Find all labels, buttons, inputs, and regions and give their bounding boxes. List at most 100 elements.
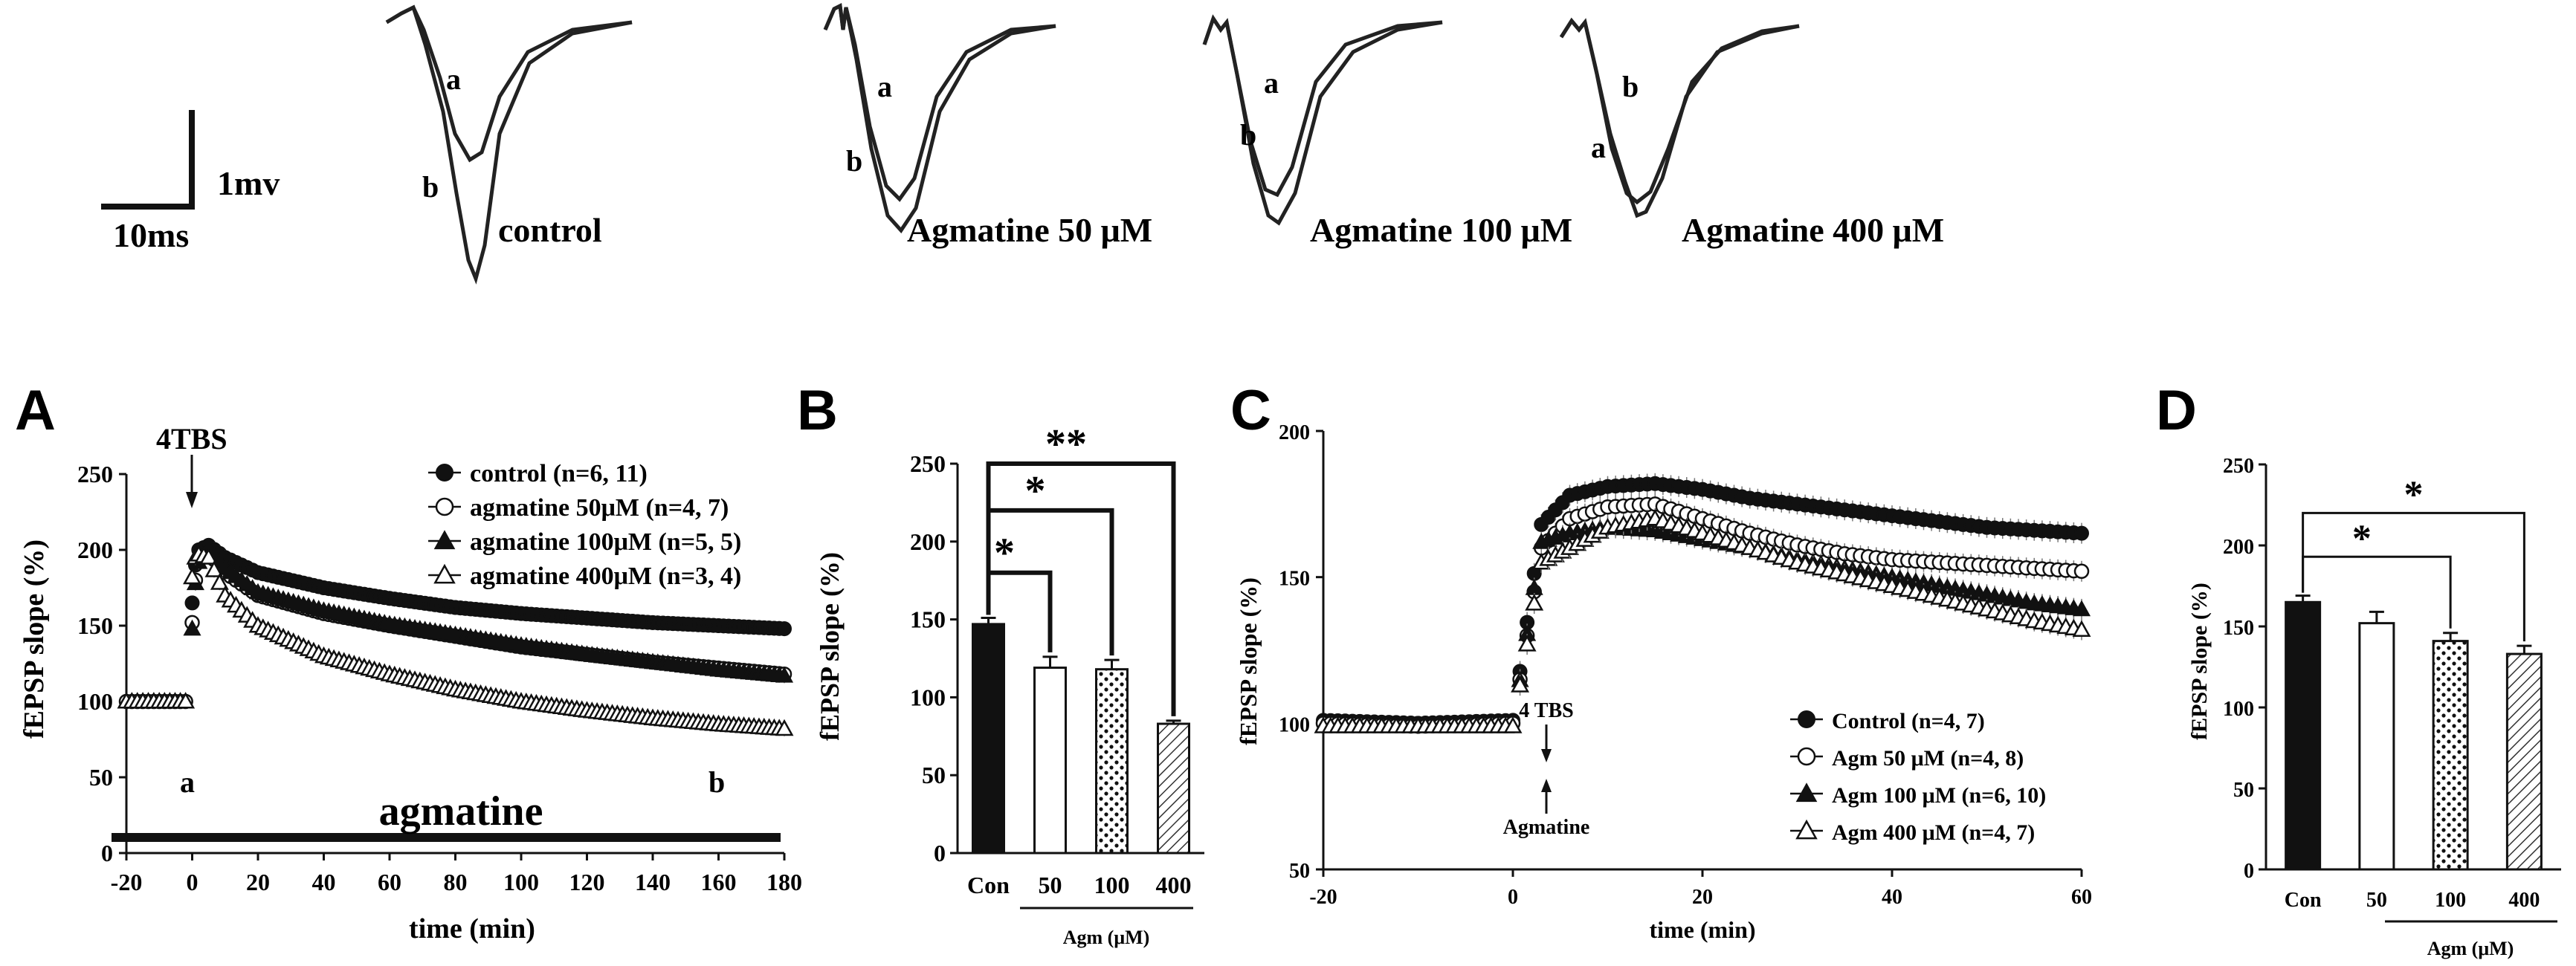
y-tick-label: 150 — [2223, 617, 2254, 640]
panel-a-tbs-arrowhead — [186, 492, 198, 508]
significance-star: * — [2404, 473, 2424, 516]
y-tick-label: 150 — [910, 606, 946, 633]
x-tick-label: 180 — [766, 869, 802, 895]
bar-100 — [1095, 668, 1129, 855]
panel-letter-d: D — [2156, 379, 2197, 442]
x-tick-label: 60 — [378, 869, 401, 895]
y-tick-label: 250 — [910, 450, 946, 477]
significance-star: ** — [1045, 421, 1087, 467]
trace-agmatine-50-b-label: b — [846, 144, 862, 178]
trace-agmatine-100-a — [1202, 14, 1443, 198]
panel-a-tbs-label: 4TBS — [156, 422, 227, 456]
panel-d-significance: ** — [2302, 473, 2525, 642]
panel-b-significance: **** — [986, 421, 1176, 716]
y-tick-label: 150 — [1279, 568, 1310, 591]
x-tick-label: Con — [2285, 889, 2322, 912]
series-2 — [1314, 516, 2091, 733]
y-tick-label: 200 — [1279, 421, 1310, 444]
y-tick-label: 250 — [77, 461, 113, 487]
panel-b-group-label: Agm (μM) — [1063, 927, 1150, 948]
panel-c-x-axis-title: time (min) — [1649, 916, 1755, 943]
series-3 — [117, 545, 794, 736]
x-tick-label: 400 — [2508, 889, 2540, 912]
trace-control-b — [385, 4, 633, 285]
legend-marker — [1798, 710, 1815, 728]
y-tick-label: 150 — [77, 612, 113, 639]
trace-agmatine-400-b — [1559, 17, 1800, 205]
trace-agmatine-100-a-label: a — [1264, 66, 1279, 100]
trace-agmatine-50: a b Agmatine 50 μM — [823, 3, 1152, 249]
trace-agmatine-50-b — [823, 3, 1056, 234]
panel-d-group-label: Agm (μM) — [2427, 938, 2514, 959]
panel-a-marker-a: a — [180, 765, 195, 799]
panel-c-series — [1314, 473, 2091, 734]
x-tick-label: 20 — [1692, 886, 1713, 909]
legend-label: agmatine 100μM (n=5, 5) — [470, 528, 741, 556]
scale-bar-horizontal-label: 10ms — [113, 216, 189, 254]
x-tick-label: 400 — [1156, 872, 1192, 898]
panel-c-legend: Control (n=4, 7) Agm 50 μM (n=4, 8) Agm 10… — [1790, 709, 2046, 845]
legend-marker — [1795, 819, 1818, 840]
trace-control: a b control — [385, 4, 633, 285]
x-tick-label: 40 — [312, 869, 336, 895]
scale-bar: 1mv 10ms — [101, 110, 280, 254]
legend-label: Agm 400 μM (n=4, 7) — [1832, 820, 2035, 845]
legend-label: Control (n=4, 7) — [1832, 709, 1985, 733]
panel-a-drug-bar-label: agmatine — [379, 788, 543, 834]
data-point — [775, 719, 794, 736]
x-tick-label: 120 — [569, 869, 605, 895]
x-tick-label: 140 — [635, 869, 671, 895]
y-tick-label: 0 — [934, 840, 946, 866]
legend-marker — [1797, 747, 1816, 766]
legend-label: Agm 50 μM (n=4, 8) — [1832, 746, 2024, 771]
trace-agmatine-400-b-label: b — [1622, 70, 1639, 103]
bar-100 — [2432, 640, 2469, 871]
trace-control-b-label: b — [422, 170, 439, 204]
x-tick-label: -20 — [111, 869, 143, 895]
trace-agmatine-100-label: Agmatine 100 μM — [1310, 211, 1572, 249]
panel-letter-c: C — [1230, 379, 1271, 442]
trace-agmatine-50-label: Agmatine 50 μM — [907, 211, 1152, 249]
data-point — [199, 548, 219, 565]
data-point — [2073, 563, 2090, 580]
x-tick-label: 80 — [444, 869, 468, 895]
panel-a-series — [117, 537, 794, 736]
y-tick-label: 50 — [1289, 860, 1310, 883]
y-tick-label: 200 — [2223, 536, 2254, 559]
y-tick-label: 100 — [2223, 698, 2254, 721]
panel-c-tbs-arrowhead — [1541, 749, 1552, 762]
y-tick-label: 0 — [2244, 860, 2254, 883]
panel-c-drug-arrowhead — [1541, 779, 1552, 792]
panel-a-drug-bar — [112, 833, 781, 842]
trace-agmatine-100-b — [1202, 14, 1443, 226]
series-3 — [1314, 508, 2091, 733]
x-tick-label: 20 — [246, 869, 270, 895]
y-tick-label: 0 — [101, 840, 113, 866]
bar-50 — [1033, 667, 1067, 855]
significance-star: * — [2352, 517, 2372, 560]
panel-letter-a: A — [15, 379, 56, 442]
significance-star: * — [994, 531, 1015, 577]
legend-label: agmatine 400μM (n=3, 4) — [470, 563, 741, 590]
legend-marker — [435, 497, 454, 516]
panel-b-axes: 0 50 100 150 200 250 Con 50 100 400 — [910, 450, 1204, 898]
data-point — [204, 560, 224, 577]
panel-c-y-axis-title: fEPSP slope (%) — [1235, 577, 1262, 745]
legend-label: agmatine 50μM (n=4, 7) — [470, 494, 729, 522]
x-tick-label: 100 — [1094, 872, 1130, 898]
significance-star: * — [1025, 468, 1046, 514]
data-point — [1503, 716, 1523, 733]
legend-label: Agm 100 μM (n=6, 10) — [1832, 783, 2046, 808]
bar-Con — [972, 623, 1005, 855]
data-point — [183, 619, 201, 636]
panel-a-chart: 0 50 100 150 200 250 -20 0 20 40 60 80 100 120 140 160 1… — [19, 422, 802, 944]
panel-c-tbs-label: 4 TBS — [1519, 699, 1573, 722]
y-tick-label: 50 — [922, 762, 946, 788]
x-tick-label: 160 — [701, 869, 737, 895]
x-tick-label: -20 — [1309, 886, 1337, 909]
panel-c-axes: 50 100 150 200 -20 0 20 40 60 — [1279, 421, 2092, 909]
data-point — [1517, 635, 1537, 652]
bar-50 — [2358, 622, 2395, 871]
data-point — [1525, 594, 1544, 611]
trace-agmatine-100-b-label: b — [1240, 118, 1256, 152]
